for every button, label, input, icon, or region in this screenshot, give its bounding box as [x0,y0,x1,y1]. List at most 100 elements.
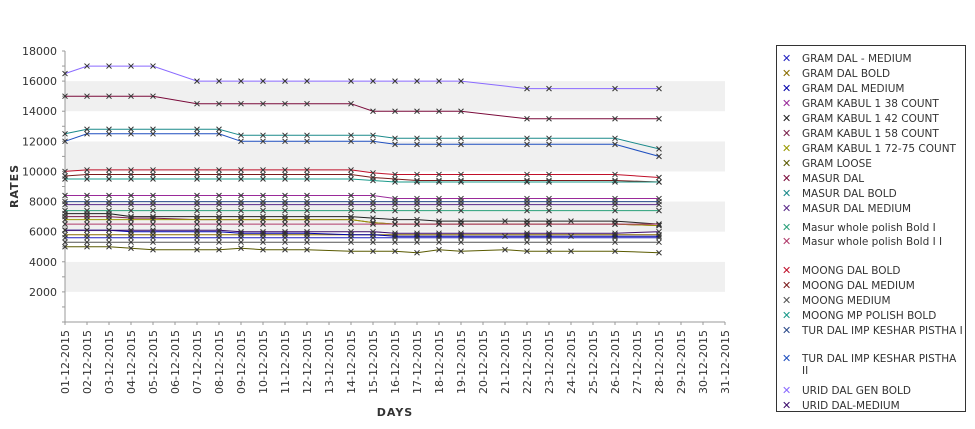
data-point [260,216,266,223]
legend-label: MOONG MP POLISH BOLD [802,310,937,322]
legend-marker-icon: ✕ [782,157,792,170]
x-tick-label: 11-12-2015 [279,330,292,394]
x-tick-label: 03-12-2015 [103,330,116,394]
x-tick-label: 24-12-2015 [565,330,578,394]
x-tick-label: 17-12-2015 [411,330,424,394]
x-tick-label: 14-12-2015 [345,330,358,394]
legend-marker-icon: ✕ [782,399,792,412]
data-point [546,141,552,148]
data-point [106,227,112,234]
data-point [370,239,376,246]
data-point [150,126,156,133]
x-tick-label: 05-12-2015 [147,330,160,394]
x-tick-label: 28-12-2015 [653,330,666,394]
data-point [260,246,266,253]
series-lines [62,63,662,256]
x-tick-label: 10-12-2015 [257,330,270,394]
x-tick-label: 07-12-2015 [191,330,204,394]
data-point [194,216,200,223]
grid-bands [65,51,725,322]
data-point [546,115,552,122]
data-point [260,78,266,84]
data-point [568,248,574,255]
data-point [282,246,288,253]
legend-label: URID DAL GEN BOLD [802,385,911,397]
data-point [656,228,662,235]
data-point [150,198,156,205]
data-point [546,207,552,214]
data-point [216,221,222,227]
data-point [348,207,354,214]
data-point [392,221,398,227]
data-point [216,239,222,246]
x-axis-title: DAYS [377,406,413,419]
data-point [656,85,662,92]
data-point [348,171,354,178]
data-point [348,132,354,139]
data-point [84,167,90,173]
data-point [348,216,354,223]
data-point [238,100,244,107]
data-point [502,233,508,240]
data-point [84,176,90,182]
data-point [436,230,442,237]
data-point [458,179,464,185]
data-point [62,70,68,77]
data-point [304,192,310,199]
data-point [304,78,310,84]
data-point [84,231,90,238]
data-point [106,231,112,238]
data-point [282,198,288,205]
data-point [106,130,112,137]
legend-label: GRAM DAL BOLD [802,68,891,80]
data-point [128,130,134,137]
data-point [612,115,618,122]
y-tick-label: 14000 [22,105,57,118]
data-point [194,227,200,234]
x-tick-label: 13-12-2015 [323,330,336,394]
data-point [62,227,68,234]
data-point [546,179,552,185]
x-tick-label: 16-12-2015 [389,330,402,394]
y-tick-label: 10000 [22,165,57,178]
data-point [150,176,156,182]
data-point [128,227,134,234]
data-point [348,192,354,199]
data-point [150,221,156,227]
data-point [238,207,244,214]
x-tick-label: 09-12-2015 [235,330,248,394]
data-point [436,78,442,84]
data-point [62,138,68,145]
x-tick-label: 01-12-2015 [59,330,72,394]
data-point [304,246,310,253]
data-point [62,198,68,205]
series-13 [62,167,662,181]
data-point [546,239,552,246]
data-point [238,171,244,178]
data-point [370,215,376,221]
data-point [282,239,288,246]
data-point [282,221,288,227]
data-point [392,230,398,237]
data-point [194,171,200,178]
data-point [656,198,662,205]
data-point [106,171,112,178]
data-point [282,216,288,223]
data-point [62,168,68,175]
series-8 [62,93,662,122]
data-point [260,192,266,199]
series-9 [62,126,662,152]
legend-marker-icon: ✕ [782,112,792,125]
data-point [62,221,68,227]
data-point [150,239,156,246]
data-point [502,246,508,253]
data-point [348,239,354,246]
data-point [458,135,464,142]
data-point [370,192,376,199]
data-point [150,246,156,253]
data-point [546,171,552,178]
data-point [128,207,134,214]
data-point [436,246,442,253]
legend-marker-icon: ✕ [782,127,792,140]
data-point [216,171,222,178]
